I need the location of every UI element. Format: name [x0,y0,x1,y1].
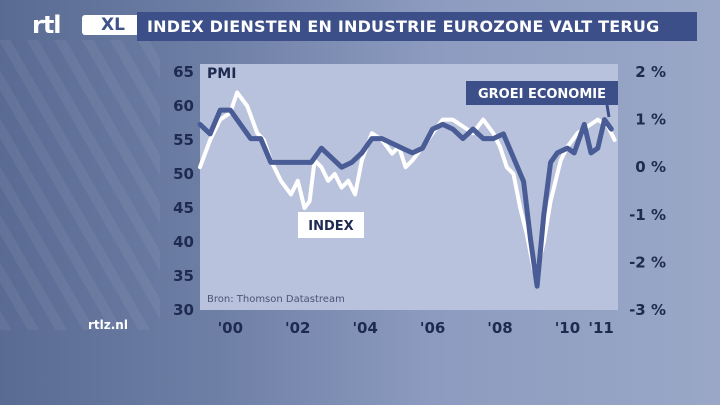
right-tick-label: 0 % [635,158,666,176]
left-tick-label: 45 [173,199,194,217]
x-tick-label: '10 [555,319,580,337]
left-tick-label: 40 [173,233,194,251]
left-tick-label: 30 [173,301,194,319]
series-layer [197,90,617,289]
left-tick-label: 55 [173,131,194,149]
headline-bar: INDEX DIENSTEN EN INDUSTRIE EUROZONE VAL… [137,12,697,41]
right-tick-label: 2 % [635,63,666,81]
logo-rtl-text: rtl [32,11,62,39]
left-tick-label: 35 [173,267,194,285]
site-url: rtlz.nl [88,318,128,332]
right-axis: 2 % 1 % 0 % -1 % -2 % -3 % [629,63,666,319]
left-tick-label: 65 [173,63,194,81]
left-tick-label: 60 [173,97,194,115]
x-tick-label: '00 [218,319,243,337]
annotation-growth: GROEI ECONOMIE [466,81,618,118]
source-note: Bron: Thomson Datastream [207,294,345,305]
annotation-index: INDEX [298,212,364,238]
left-axis: 65 60 55 50 45 40 35 30 [173,63,194,319]
x-tick-label: '04 [352,319,377,337]
right-tick-label: -3 % [629,301,666,319]
x-tick-label: '11 [588,319,613,337]
x-axis: '00 '02 '04 '06 '08 '10 '11 [218,319,614,337]
right-tick-label: -2 % [629,253,666,271]
right-tick-label: 1 % [635,111,666,129]
x-tick-label: '06 [420,319,445,337]
growth-series-line [197,107,614,289]
x-tick-label: '08 [487,319,512,337]
background-decoration [0,40,160,330]
x-tick-label: '02 [285,319,310,337]
right-tick-label: -1 % [629,206,666,224]
annotation-index-text: INDEX [308,219,353,234]
logo-xl-badge: XL [82,15,144,35]
annotation-growth-text: GROEI ECONOMIE [478,87,606,102]
left-tick-label: 50 [173,165,194,183]
left-axis-label: PMI [207,66,236,82]
